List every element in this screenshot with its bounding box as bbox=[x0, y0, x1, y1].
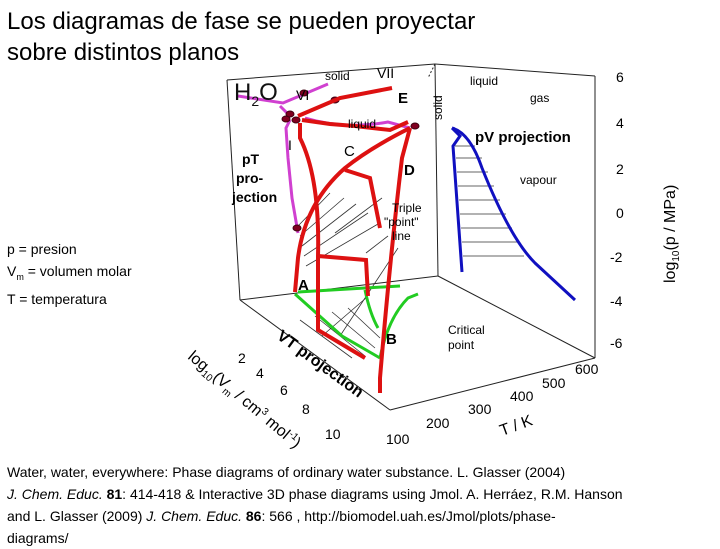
label-gas: gas bbox=[530, 91, 549, 105]
logp-tick: -2 bbox=[610, 249, 623, 265]
v-tick: 8 bbox=[302, 401, 310, 417]
figure-labels: H2O solid VII VI E liquid solid gas liqu… bbox=[231, 65, 571, 401]
citation-line-2: J. Chem. Educ. 81: 414-418 & Interactive… bbox=[7, 486, 623, 502]
label-vapour: vapour bbox=[520, 173, 557, 187]
phase-diagram-figure: H2O solid VII VI E liquid solid gas liqu… bbox=[184, 63, 682, 452]
v-tick: 6 bbox=[280, 382, 288, 398]
legend-vm: Vm = volumen molar bbox=[7, 263, 132, 282]
label-i: I bbox=[288, 137, 292, 153]
t-tick: 100 bbox=[386, 431, 410, 447]
pt-projection-points bbox=[281, 89, 420, 232]
logp-tick: 6 bbox=[616, 69, 624, 85]
citation-line-1: Water, water, everywhere: Phase diagrams… bbox=[7, 464, 566, 480]
v-tick: 10 bbox=[325, 426, 341, 442]
pv-projection-curves bbox=[450, 126, 577, 302]
t-axis-title: T / K bbox=[498, 412, 536, 440]
t-tick: 300 bbox=[468, 401, 492, 417]
logp-tick: 0 bbox=[616, 205, 624, 221]
citation-line-4: diagrams/ bbox=[7, 530, 69, 546]
label-pt-projection: pT pro- jection bbox=[231, 151, 277, 205]
surface-hatch bbox=[297, 192, 399, 337]
label-liquid-top: liquid bbox=[470, 74, 498, 88]
cube-frame bbox=[226, 63, 596, 411]
vt-projection-curves bbox=[294, 284, 419, 360]
label-triple-point: Triple "point" line bbox=[384, 201, 425, 243]
logp-axis: 6 4 2 0 -2 -4 -6 log10(p / MPa) bbox=[610, 69, 682, 351]
citation: Water, water, everywhere: Phase diagrams… bbox=[7, 461, 717, 549]
label-vi: VI bbox=[296, 87, 309, 103]
label-pv-projection: pV projection bbox=[475, 129, 571, 146]
pv-hatch bbox=[455, 145, 524, 257]
slide-title: Los diagramas de fase se pueden proyecta… bbox=[7, 8, 476, 66]
variable-legend: p = presion Vm = volumen molar T = tempe… bbox=[7, 238, 132, 310]
t-tick: 200 bbox=[426, 415, 450, 431]
legend-p: p = presion bbox=[7, 241, 77, 257]
t-axis: 600 500 400 300 200 100 T / K bbox=[386, 361, 599, 447]
logp-tick: -6 bbox=[610, 335, 623, 351]
v-tick: 4 bbox=[256, 365, 264, 381]
logp-tick: -4 bbox=[610, 293, 623, 309]
legend-t: T = temperatura bbox=[7, 290, 107, 307]
logp-tick: 2 bbox=[616, 161, 624, 177]
label-vii: VII bbox=[377, 65, 394, 81]
phase-surface bbox=[293, 86, 412, 393]
logp-axis-title: log10(p / MPa) bbox=[662, 185, 682, 283]
label-e: E bbox=[398, 90, 408, 107]
label-solid-vertical: solid bbox=[431, 95, 445, 120]
logp-tick: 4 bbox=[616, 115, 624, 131]
label-b: B bbox=[386, 331, 397, 348]
t-tick: 400 bbox=[510, 388, 534, 404]
t-tick: 600 bbox=[575, 361, 599, 377]
citation-line-3: and L. Glasser (2009) J. Chem. Educ. 86:… bbox=[7, 508, 556, 524]
t-tick: 500 bbox=[542, 375, 566, 391]
label-c: C bbox=[344, 143, 355, 160]
label-a: A bbox=[298, 277, 309, 294]
label-d: D bbox=[404, 162, 415, 179]
formula-label: H2O bbox=[234, 79, 278, 109]
label-liquid-mid: liquid bbox=[348, 117, 376, 131]
label-solid-top: solid bbox=[325, 69, 350, 83]
v-tick: 2 bbox=[238, 350, 246, 366]
label-critical-point: Critical point bbox=[448, 323, 488, 352]
